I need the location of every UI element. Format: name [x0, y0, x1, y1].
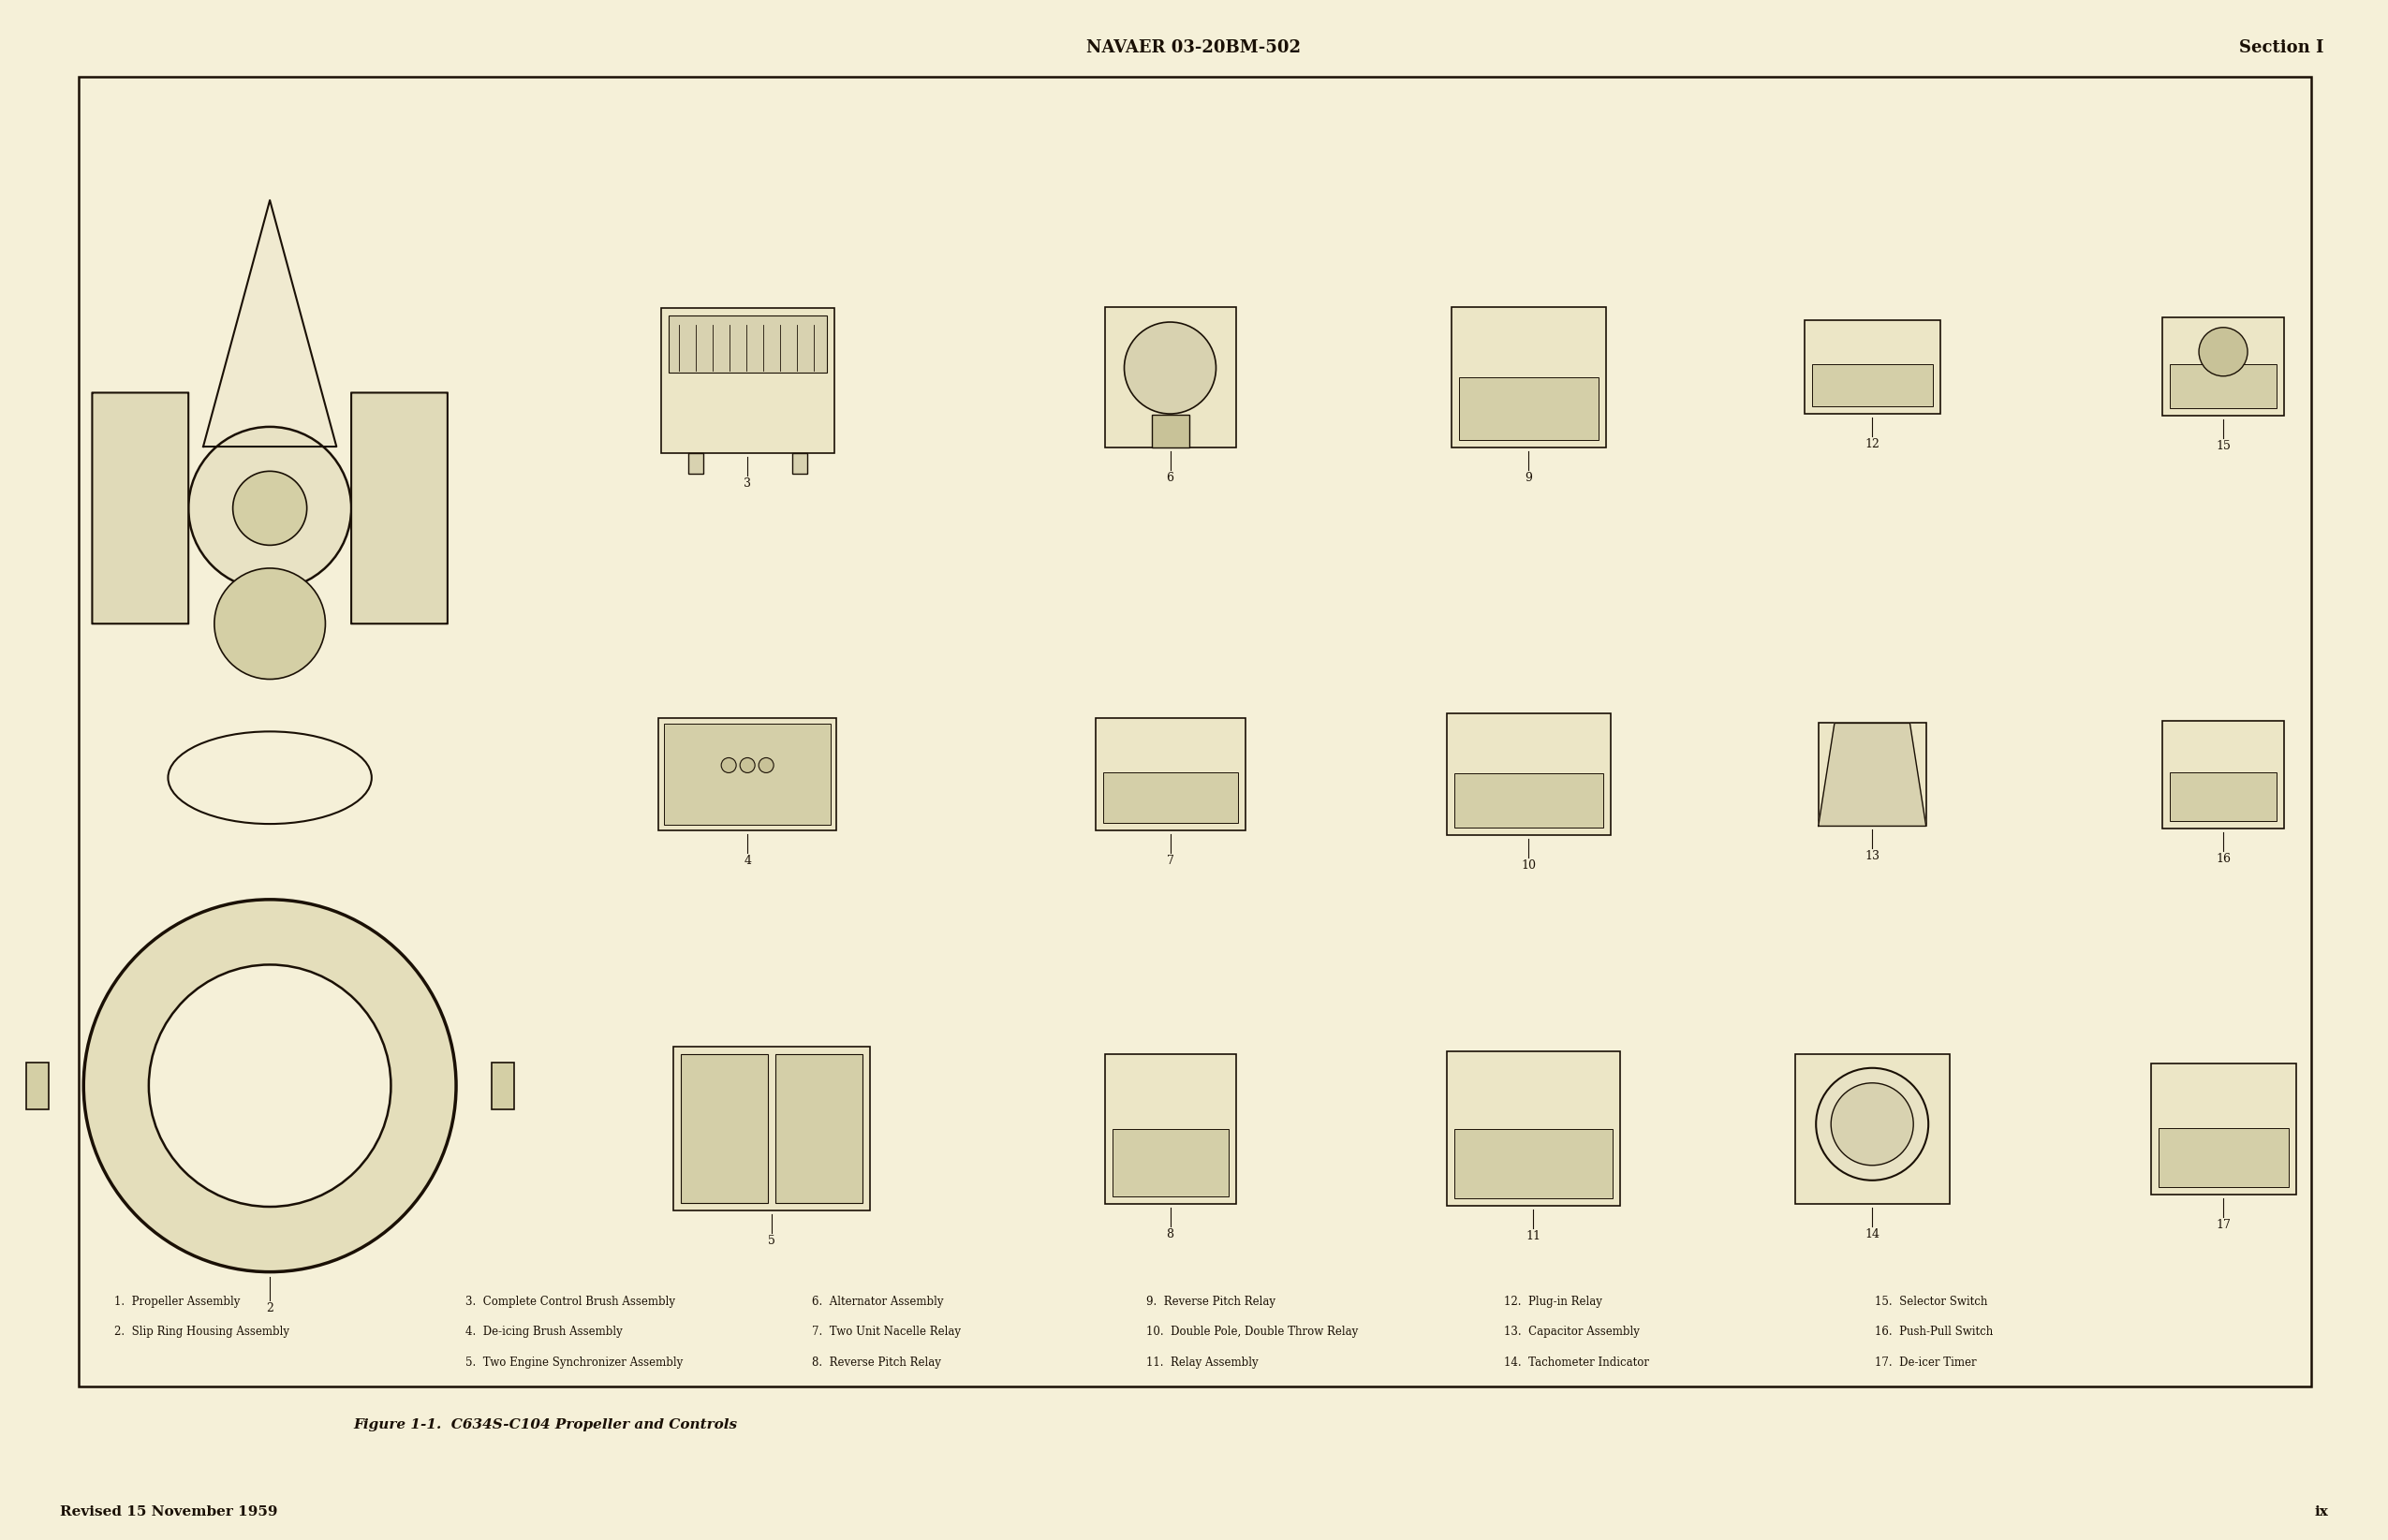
Bar: [1103, 773, 1237, 824]
Text: 15.  Selector Switch: 15. Selector Switch: [1875, 1295, 1987, 1307]
Circle shape: [234, 471, 308, 545]
Text: ix: ix: [2314, 1506, 2328, 1518]
Bar: [2171, 773, 2276, 821]
Bar: [1812, 363, 1932, 407]
Text: 11.  Relay Assembly: 11. Relay Assembly: [1146, 1357, 1258, 1369]
Text: 3: 3: [743, 477, 752, 490]
Bar: [659, 719, 836, 830]
Bar: [1454, 773, 1602, 829]
Bar: [1805, 320, 1939, 413]
Text: Revised 15 November 1959: Revised 15 November 1959: [60, 1506, 277, 1518]
Text: 7: 7: [1165, 855, 1175, 867]
Circle shape: [2199, 328, 2247, 376]
Bar: [669, 316, 826, 373]
Circle shape: [1832, 1083, 1913, 1166]
Circle shape: [215, 568, 325, 679]
Text: Section I: Section I: [2240, 40, 2324, 55]
Text: 15: 15: [2216, 440, 2230, 453]
Bar: [2171, 363, 2276, 408]
Text: 5: 5: [767, 1235, 776, 1247]
Bar: [2159, 1127, 2288, 1187]
Bar: [2164, 721, 2283, 829]
Text: 16.  Push-Pull Switch: 16. Push-Pull Switch: [1875, 1326, 1994, 1338]
Text: 5.  Two Engine Synchronizer Assembly: 5. Two Engine Synchronizer Assembly: [466, 1357, 683, 1369]
Text: 2: 2: [265, 1301, 275, 1314]
FancyBboxPatch shape: [351, 393, 447, 624]
Circle shape: [740, 758, 755, 773]
FancyBboxPatch shape: [93, 393, 189, 624]
Text: 16: 16: [2216, 853, 2230, 865]
Bar: [661, 308, 833, 453]
Text: NAVAER 03-20BM-502: NAVAER 03-20BM-502: [1087, 40, 1301, 55]
Bar: [1796, 1053, 1949, 1204]
Circle shape: [84, 899, 456, 1272]
Bar: [2164, 317, 2283, 416]
Text: 17.  De-icer Timer: 17. De-icer Timer: [1875, 1357, 1977, 1369]
Text: Figure 1-1.  C634S-C104 Propeller and Controls: Figure 1-1. C634S-C104 Propeller and Con…: [353, 1418, 738, 1431]
Text: 6.  Alternator Assembly: 6. Alternator Assembly: [812, 1295, 943, 1307]
Bar: [2152, 1063, 2295, 1195]
Text: 10: 10: [1521, 859, 1535, 872]
Text: 8.  Reverse Pitch Relay: 8. Reverse Pitch Relay: [812, 1357, 941, 1369]
Circle shape: [759, 758, 774, 773]
Polygon shape: [203, 200, 337, 447]
Text: 1: 1: [265, 995, 275, 1007]
Bar: [1151, 414, 1189, 448]
Text: 10.  Double Pole, Double Throw Relay: 10. Double Pole, Double Throw Relay: [1146, 1326, 1359, 1338]
Bar: [1452, 306, 1605, 448]
Bar: [673, 1047, 869, 1210]
Text: 1.  Propeller Assembly: 1. Propeller Assembly: [115, 1295, 241, 1307]
Text: 17: 17: [2216, 1218, 2230, 1230]
Text: 4: 4: [743, 855, 752, 867]
Text: 11: 11: [1526, 1230, 1540, 1243]
Bar: [79, 77, 2312, 1386]
Bar: [776, 1055, 862, 1203]
Text: 12: 12: [1865, 437, 1879, 450]
Bar: [1106, 306, 1235, 448]
Text: 6: 6: [1165, 471, 1175, 484]
Text: 4.  De-icing Brush Assembly: 4. De-icing Brush Assembly: [466, 1326, 623, 1338]
Bar: [1096, 719, 1244, 830]
Bar: [793, 453, 807, 473]
Text: 7.  Two Unit Nacelle Relay: 7. Two Unit Nacelle Relay: [812, 1326, 960, 1338]
Text: 8: 8: [1165, 1227, 1175, 1240]
Text: 9.  Reverse Pitch Relay: 9. Reverse Pitch Relay: [1146, 1295, 1275, 1307]
Circle shape: [1815, 1067, 1930, 1180]
Bar: [492, 1063, 513, 1109]
Bar: [1459, 377, 1598, 440]
Text: 14: 14: [1865, 1227, 1879, 1240]
Text: 3.  Complete Control Brush Assembly: 3. Complete Control Brush Assembly: [466, 1295, 676, 1307]
Text: 12.  Plug-in Relay: 12. Plug-in Relay: [1504, 1295, 1602, 1307]
Text: 9: 9: [1524, 471, 1533, 484]
Bar: [688, 453, 702, 473]
Bar: [681, 1055, 767, 1203]
Bar: [1817, 724, 1927, 825]
Bar: [1106, 1053, 1235, 1204]
Bar: [1113, 1129, 1227, 1197]
Bar: [1447, 713, 1610, 836]
Polygon shape: [1817, 724, 1927, 825]
Text: 2.  Slip Ring Housing Assembly: 2. Slip Ring Housing Assembly: [115, 1326, 289, 1338]
Bar: [1454, 1129, 1612, 1198]
Circle shape: [148, 964, 392, 1207]
Bar: [26, 1063, 48, 1109]
Text: 13.  Capacitor Assembly: 13. Capacitor Assembly: [1504, 1326, 1641, 1338]
Bar: [664, 724, 831, 825]
Text: 13: 13: [1865, 850, 1879, 862]
Circle shape: [1125, 322, 1215, 414]
Text: 14.  Tachometer Indicator: 14. Tachometer Indicator: [1504, 1357, 1650, 1369]
Circle shape: [721, 758, 736, 773]
Bar: [1447, 1052, 1619, 1206]
Circle shape: [189, 427, 351, 590]
